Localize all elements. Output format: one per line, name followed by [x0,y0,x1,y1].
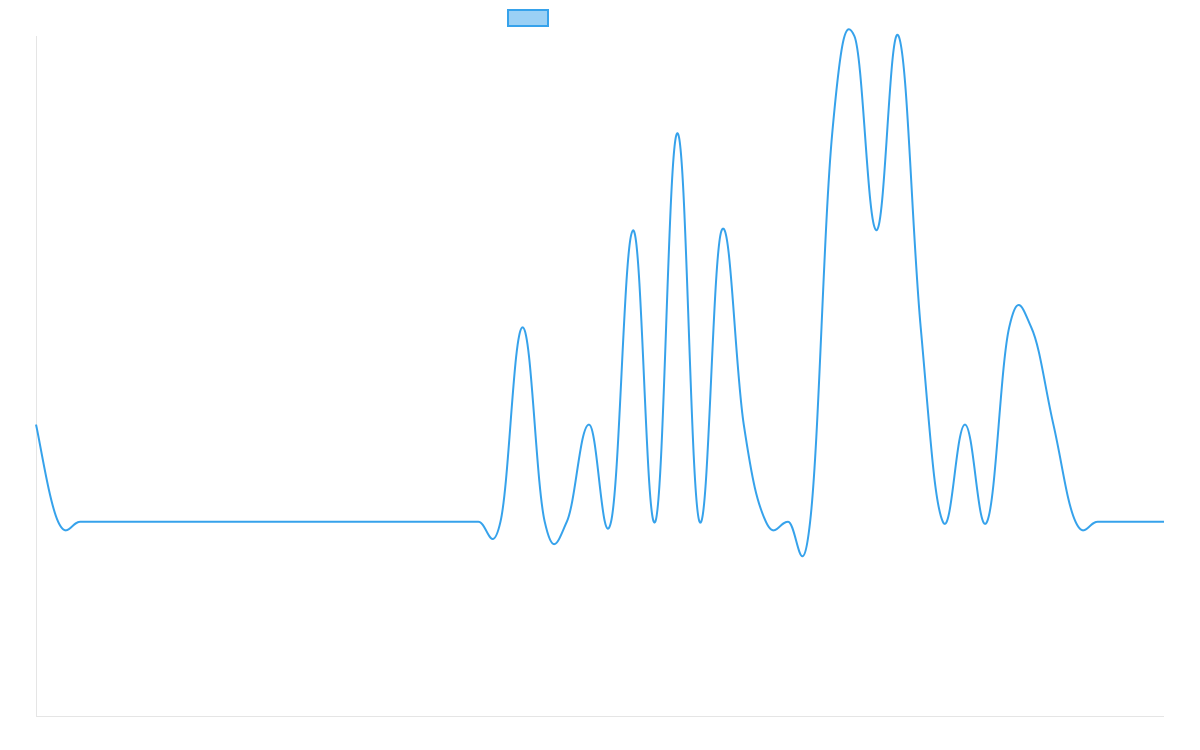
data-point[interactable] [697,519,703,525]
data-point[interactable] [984,519,990,525]
data-point[interactable] [497,519,503,525]
data-point[interactable] [55,519,61,525]
data-point[interactable] [453,519,459,525]
data-point[interactable] [121,519,127,525]
data-point[interactable] [1006,324,1012,330]
data-point[interactable] [630,227,636,233]
data-point[interactable] [1095,519,1101,525]
data-point[interactable] [77,519,83,525]
data-point[interactable] [321,519,327,525]
data-point[interactable] [564,519,570,525]
data-point[interactable] [741,422,747,428]
data-point[interactable] [99,519,105,525]
data-point[interactable] [807,519,813,525]
data-point[interactable] [387,519,393,525]
legend-swatch[interactable] [507,9,549,27]
data-point[interactable] [1028,324,1034,330]
data-point[interactable] [409,519,415,525]
data-point[interactable] [232,519,238,525]
data-point[interactable] [608,519,614,525]
data-point[interactable] [873,227,879,233]
data-point[interactable] [962,422,968,428]
data-point[interactable] [586,422,592,428]
data-point[interactable] [254,519,260,525]
series-line-0 [35,28,1164,558]
data-point[interactable] [851,33,857,39]
data-point[interactable] [298,519,304,525]
data-point[interactable] [33,422,39,428]
data-point[interactable] [431,519,437,525]
data-point[interactable] [1117,519,1123,525]
data-point[interactable] [188,519,194,525]
data-point[interactable] [1161,519,1167,525]
data-point[interactable] [475,519,481,525]
data-point[interactable] [343,519,349,525]
data-point[interactable] [542,519,548,525]
data-point[interactable] [829,130,835,136]
data-point[interactable] [918,324,924,330]
legend[interactable] [507,9,549,27]
data-point[interactable] [940,519,946,525]
data-point[interactable] [785,519,791,525]
data-point[interactable] [276,519,282,525]
data-point[interactable] [719,227,725,233]
data-point[interactable] [1073,519,1079,525]
data-point[interactable] [1050,422,1056,428]
data-point[interactable] [674,130,680,136]
data-point[interactable] [210,519,216,525]
data-point[interactable] [166,519,172,525]
data-point[interactable] [1139,519,1145,525]
data-point[interactable] [365,519,371,525]
data-point[interactable] [896,33,902,39]
data-point[interactable] [652,519,658,525]
data-point[interactable] [520,324,526,330]
data-point[interactable] [763,519,769,525]
data-point[interactable] [144,519,150,525]
series-layer [33,28,1167,558]
